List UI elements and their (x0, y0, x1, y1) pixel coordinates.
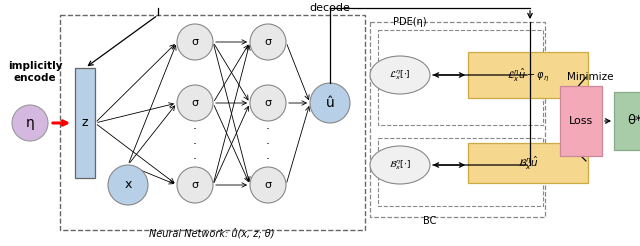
FancyBboxPatch shape (468, 52, 588, 98)
Text: û: û (326, 96, 334, 110)
Circle shape (12, 105, 48, 141)
Text: x: x (124, 179, 132, 191)
Circle shape (250, 167, 286, 203)
Text: ·
·
·: · · · (266, 123, 270, 167)
Circle shape (310, 83, 350, 123)
FancyBboxPatch shape (468, 143, 588, 183)
Text: σ: σ (191, 98, 198, 108)
Text: σ: σ (264, 180, 271, 190)
Text: Neural Network: û(x, z; θ): Neural Network: û(x, z; θ) (149, 228, 275, 238)
Text: σ: σ (264, 98, 271, 108)
Text: PDE(η): PDE(η) (393, 17, 427, 27)
Circle shape (177, 85, 213, 121)
Circle shape (250, 24, 286, 60)
Ellipse shape (370, 56, 430, 94)
Circle shape (250, 85, 286, 121)
Ellipse shape (370, 146, 430, 184)
Text: σ: σ (264, 37, 271, 47)
Text: Minimize: Minimize (567, 72, 613, 82)
Text: $\mathcal{L}_x^\eta\hat{u} - \varphi_\eta$: $\mathcal{L}_x^\eta\hat{u} - \varphi_\et… (507, 66, 549, 83)
Circle shape (108, 165, 148, 205)
Text: BC: BC (423, 216, 436, 226)
Text: θ*: θ* (628, 114, 640, 127)
FancyBboxPatch shape (614, 92, 640, 150)
Text: decode: decode (310, 3, 351, 13)
FancyBboxPatch shape (560, 86, 602, 156)
Text: Loss: Loss (569, 116, 593, 126)
Circle shape (177, 167, 213, 203)
Text: z: z (82, 117, 88, 129)
Text: σ: σ (191, 180, 198, 190)
Text: implicitly
encode: implicitly encode (8, 61, 62, 83)
Text: σ: σ (191, 37, 198, 47)
Text: $\mathcal{B}_x^\eta\hat{u}$: $\mathcal{B}_x^\eta\hat{u}$ (518, 154, 538, 172)
Text: η: η (26, 116, 35, 130)
FancyBboxPatch shape (75, 68, 95, 178)
Text: ·
·
·: · · · (193, 123, 197, 167)
Text: $\mathcal{L}_x^\eta[\cdot]$: $\mathcal{L}_x^\eta[\cdot]$ (389, 68, 411, 82)
Circle shape (177, 24, 213, 60)
Text: $\mathcal{B}_x^\eta[\cdot]$: $\mathcal{B}_x^\eta[\cdot]$ (389, 158, 411, 172)
